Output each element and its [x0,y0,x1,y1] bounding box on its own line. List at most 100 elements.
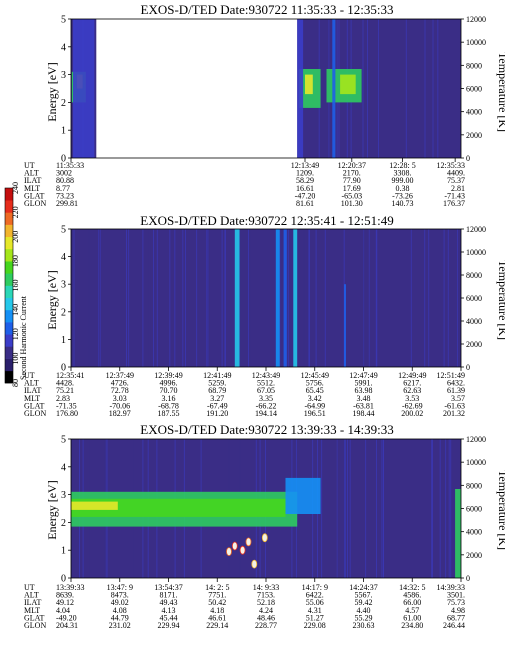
ephemeris-value: -63.81 [353,401,374,410]
ephemeris-value: 176.37 [443,199,465,208]
ephemeris-value: 81.61 [296,199,314,208]
ephemeris-row-label: MLT [24,394,40,403]
spectrogram-streak [249,229,251,367]
colorbar-swatch [5,322,13,335]
spectrogram-streak [439,439,441,578]
ephemeris-value: 12:43:49 [252,371,280,380]
spectrogram-streak [120,229,122,367]
spectrogram-streak [371,229,373,367]
spectrogram-streak [328,439,330,578]
spectrogram-streak [241,229,243,367]
spectrogram-streak [88,229,90,367]
spectrogram-streak [447,229,448,367]
ephemeris-value: 8473. [111,591,129,600]
y2-tick-label: 12000 [466,15,486,24]
ephemeris-value: 63.98 [355,386,373,395]
spectrogram-streak [416,19,418,158]
spectrogram-streak [368,439,370,578]
colorbar: 80 100 120 140 160 180 200 220 240 Second Harmon… [4,182,28,387]
colorbar-swatch [5,212,13,225]
data-gap [96,19,298,158]
ephemeris-value: 12:20:37 [338,161,366,170]
y2-tick-label: 6000 [466,294,482,303]
ephemeris-row-label: GLON [24,621,46,630]
y2-tick-label: 10000 [466,38,486,47]
colorbar-swatch [5,297,13,311]
spectrogram-streak [156,229,158,367]
spectrogram-feature [455,489,461,578]
ephemeris-value: 3.35 [259,394,273,403]
ephemeris-value: 12:37:49 [106,371,134,380]
spectrogram-streak [224,229,226,367]
spectrogram-streak [392,229,394,367]
ephemeris-value: 3.57 [451,394,465,403]
ephemeris-row-label: MLT [24,606,40,615]
spectrogram-feature [71,498,286,517]
y2-tick-label: 0 [466,154,470,163]
ephemeris-value: 999.00 [392,176,414,185]
ephemeris-value: 51.27 [306,613,324,622]
ephemeris-value: 12:47:49 [349,371,377,380]
y2-tick-label: 8000 [466,481,482,490]
ephemeris-value: 70.70 [160,386,178,395]
y2-tick-label: 6000 [466,505,482,514]
spectrogram-streak [206,229,208,367]
ephemeris-value: 4428. [56,379,74,388]
ephemeris-value: 187.55 [158,409,180,418]
ephemeris-value: 230.63 [353,621,375,630]
spectrogram-streak [147,229,149,367]
colorbar-tick-label: 240 [11,182,20,194]
ephemeris-value: 201.32 [443,409,465,418]
spectrogram-streak [239,229,241,367]
ephemeris-value: 67.05 [257,386,275,395]
ephemeris-row-label: GLAT [24,613,45,622]
ephemeris-value: 61.00 [403,613,421,622]
panel-3-ephemeris: UT 13:39:33 13:47: 9 13:54:37 14: 2: 5 14: 9:… [24,583,465,630]
colorbar-swatch [5,188,13,201]
y-tick-label: 0 [61,154,66,165]
ephemeris-value: 12:35:41 [56,371,84,380]
spectrogram-streak [432,439,433,578]
y-tick-label: 2 [61,307,66,318]
ephemeris-value: 2.81 [451,184,465,193]
y-tick-label: 3 [61,280,66,291]
spectrogram-feature [297,19,304,158]
spectrogram-streak [450,439,452,578]
ephemeris-value: 7153. [257,591,275,600]
spectrogram-feature [305,74,313,95]
ephemeris-value: 5512. [257,379,275,388]
spectrogram-hotspot [226,547,232,556]
ephemeris-value: 1209. [296,169,314,178]
ephemeris-value: 75.21 [56,386,74,395]
ephemeris-value: 17.69 [343,184,361,193]
ephemeris-value: 4.18 [210,606,224,615]
ephemeris-value: -47.20 [295,191,316,200]
ephemeris-value: 14:17: 9 [302,583,328,592]
panel-3-plot [71,439,461,578]
spectrogram-streak [95,229,97,367]
ephemeris-value: 246.44 [443,621,465,630]
y-tick-label: 0 [61,574,66,585]
ephemeris-value: 45.44 [160,613,178,622]
spectrogram-streak [456,229,458,367]
spectrogram-streak [420,19,422,158]
ephemeris-value: 198.44 [353,409,375,418]
spectrogram-streak [126,229,127,367]
spectrogram-feature [293,229,298,367]
spectrogram-streak [399,439,401,578]
ephemeris-value: 194.14 [255,409,277,418]
spectrogram-streak [260,229,262,367]
ephemeris-value: 58.29 [296,176,314,185]
ephemeris-value: 62.63 [403,386,421,395]
spectrogram-streak [128,229,130,367]
ephemeris-value: 191.20 [206,409,228,418]
ephemeris-value: 48.46 [257,613,275,622]
ephemeris-value: 2.83 [56,394,70,403]
spectrogram-streak [169,229,171,367]
y2-tick-label: 2000 [466,551,482,560]
colorbar-label: Second Harmonic Current [19,295,28,380]
spectrogram-streak [406,439,408,578]
panel-1-ephemeris: UT 11:35:33 12:13:49 12:20:37 12:28: 5 12:35:… [24,161,465,208]
colorbar-tick-label: 100 [11,353,20,365]
spectrogram-streak [153,229,154,367]
